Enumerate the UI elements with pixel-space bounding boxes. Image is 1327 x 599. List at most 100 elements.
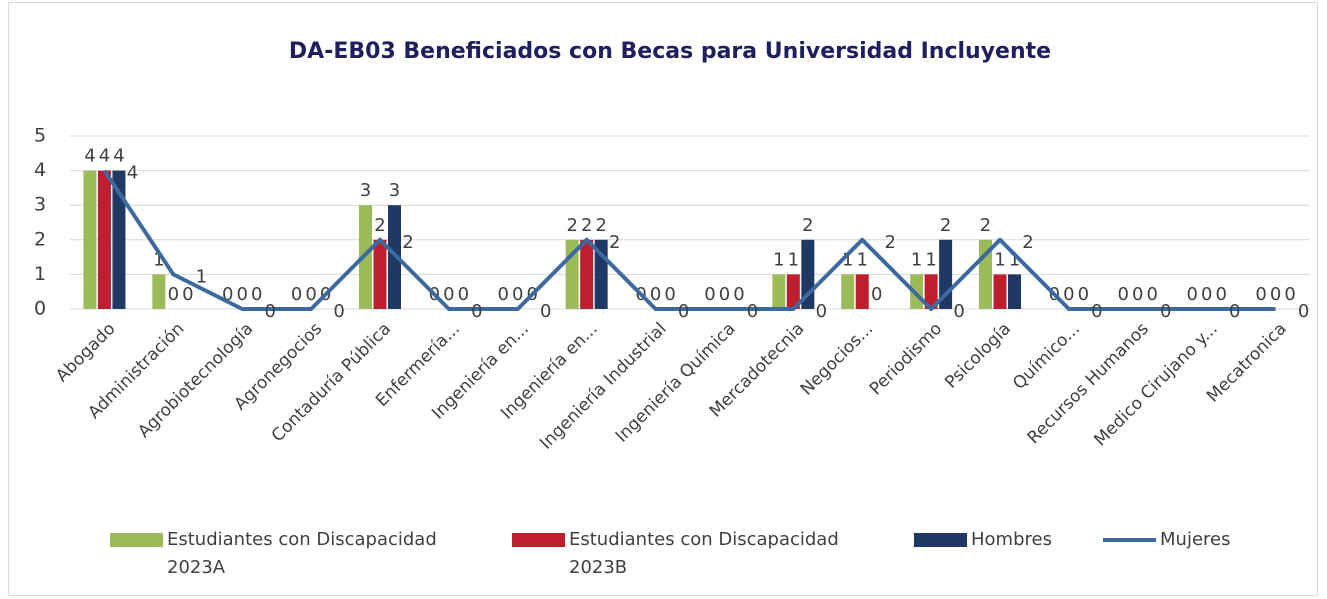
value-label: 0 (1255, 284, 1266, 305)
legend-item: Mujeres (1103, 526, 1230, 554)
value-label: 2 (884, 232, 895, 253)
bar (373, 239, 387, 309)
bar (83, 170, 97, 309)
y-tick-label: 3 (34, 194, 46, 216)
value-label: 0 (871, 284, 882, 305)
value-label: 0 (1201, 284, 1212, 305)
value-label: 2 (402, 232, 413, 253)
value-label: 1 (842, 249, 853, 270)
x-tick-label: Agrobiotecnología (134, 319, 257, 442)
value-label: 0 (498, 284, 509, 305)
value-label: 0 (719, 284, 730, 305)
chart-title: DA-EB03 Beneficiados con Becas para Univ… (289, 39, 1051, 64)
legend-swatch (512, 533, 565, 547)
chart-frame (8, 2, 1318, 596)
value-label: 0 (471, 301, 482, 322)
x-tick-label: Psicología (941, 319, 1015, 393)
value-label: 1 (925, 249, 936, 270)
legend-item: Hombres (914, 526, 1052, 554)
value-label: 0 (1160, 301, 1171, 322)
x-tick-label: Periodismo (866, 319, 946, 399)
value-label: 0 (1186, 284, 1197, 305)
bar (993, 274, 1007, 309)
bar (855, 274, 869, 309)
value-label: 2 (609, 232, 620, 253)
value-label: 0 (1215, 284, 1226, 305)
y-tick-label: 5 (34, 125, 46, 147)
bar (1008, 274, 1021, 309)
x-tick-label: Negocios... (797, 319, 878, 400)
legend-item: Estudiantes con Discapacidad 2023B (512, 526, 879, 582)
value-label: 0 (512, 284, 523, 305)
value-label: 4 (84, 146, 95, 167)
value-label: 2 (374, 215, 385, 236)
value-label: 0 (816, 301, 827, 322)
value-label: 2 (581, 215, 592, 236)
value-label: 0 (168, 284, 179, 305)
value-label: 0 (458, 284, 469, 305)
value-label: 3 (389, 180, 400, 201)
legend-item: Estudiantes con Discapacidad 2023A (110, 526, 477, 582)
y-tick-label: 4 (34, 159, 46, 181)
x-tick-label: Ingeniería Química (612, 319, 740, 447)
value-label: 2 (566, 215, 577, 236)
x-tick-label: Medico Cirujano y... (1090, 319, 1221, 450)
value-label: 1 (994, 249, 1005, 270)
legend-label: Mujeres (1160, 529, 1231, 550)
value-label: 0 (251, 284, 262, 305)
y-tick-label: 1 (34, 263, 46, 285)
value-label: 0 (182, 284, 193, 305)
value-label: 0 (1147, 284, 1158, 305)
legend-label: Hombres (971, 529, 1052, 550)
y-tick-label: 2 (34, 228, 46, 250)
value-label: 0 (222, 284, 233, 305)
value-label: 1 (153, 249, 164, 270)
x-tick-label: Ingeniería Industrial (536, 319, 671, 454)
value-label: 0 (1270, 284, 1281, 305)
value-label: 0 (333, 301, 344, 322)
bar (112, 170, 126, 309)
value-label: 0 (1118, 284, 1129, 305)
value-label: 1 (196, 266, 207, 287)
bar (924, 274, 938, 309)
value-label: 0 (291, 284, 302, 305)
value-label: 0 (264, 301, 275, 322)
bar (580, 239, 594, 309)
value-label: 3 (360, 180, 371, 201)
bar (841, 274, 855, 309)
value-label: 4 (113, 146, 124, 167)
bar (152, 274, 166, 309)
value-label: 0 (650, 284, 661, 305)
x-tick-label: Químico... (1009, 319, 1084, 394)
bar (97, 170, 111, 309)
legend-label: Estudiantes con Discapacidad 2023B (569, 529, 839, 578)
value-label: 0 (1132, 284, 1143, 305)
y-tick-label: 0 (34, 298, 46, 320)
value-label: 0 (664, 284, 675, 305)
value-label: 0 (1091, 301, 1102, 322)
value-label: 0 (747, 301, 758, 322)
value-label: 0 (1063, 284, 1074, 305)
legend-swatch (1103, 538, 1156, 542)
value-label: 0 (1298, 301, 1309, 322)
value-label: 2 (980, 215, 991, 236)
legend-label: Estudiantes con Discapacidad 2023A (167, 529, 437, 578)
bar (772, 274, 786, 309)
x-tick-label: Abogado (52, 319, 119, 386)
value-label: 2 (595, 215, 606, 236)
value-label: 0 (678, 301, 689, 322)
value-label: 0 (1078, 284, 1089, 305)
value-label: 4 (99, 146, 110, 167)
bar (786, 274, 800, 309)
x-tick-label: Recursos Humanos (1024, 319, 1153, 448)
value-label: 0 (305, 284, 316, 305)
value-label: 0 (540, 301, 551, 322)
x-tick-label: Contaduría Pública (268, 319, 395, 446)
value-label: 0 (704, 284, 715, 305)
value-label: 1 (911, 249, 922, 270)
value-label: 1 (1009, 249, 1020, 270)
value-label: 2 (940, 215, 951, 236)
legend-swatch (110, 533, 163, 547)
